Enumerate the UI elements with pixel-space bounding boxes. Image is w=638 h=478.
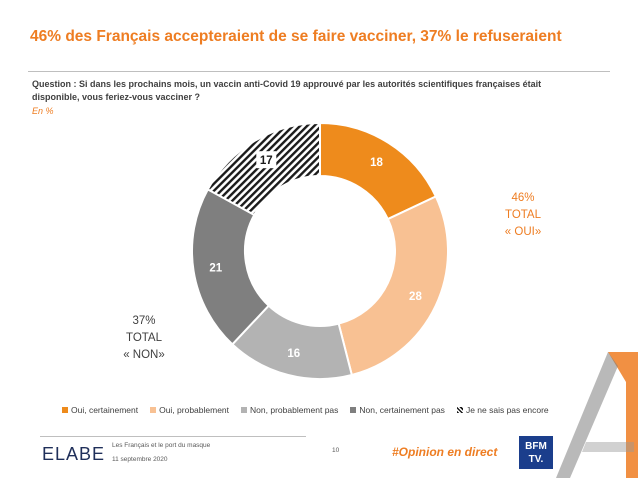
total-non-pct: 37% xyxy=(132,315,156,327)
elabe-logo-text: ELABE xyxy=(42,444,106,464)
hashtag: #Opinion en direct xyxy=(392,445,498,459)
study-date: 11 septembre 2020 xyxy=(112,456,168,463)
legend-item: Je ne sais pas encore xyxy=(456,405,549,415)
footer-divider xyxy=(40,436,306,437)
legend-swatch xyxy=(150,407,157,413)
legend-label: Oui, certainement xyxy=(71,405,139,415)
total-oui-label: « OUI» xyxy=(504,226,542,238)
slice-value-label: 18 xyxy=(370,157,383,169)
elabe-logo: ELABE xyxy=(42,444,105,465)
legend-label: Oui, probablement xyxy=(159,405,230,415)
legend-swatch xyxy=(62,407,68,413)
total-non-label: « NON» xyxy=(123,349,165,361)
legend-swatch xyxy=(456,407,463,413)
chart-legend: Oui, certainement Oui, probablement Non, p… xyxy=(62,405,549,415)
unit-label: En % xyxy=(32,106,54,116)
study-name: Les Français et le port du masque xyxy=(112,442,211,449)
legend-item: Non, certainement pas xyxy=(350,405,445,415)
slice-value-label: 17 xyxy=(260,155,273,167)
page-number: 10 xyxy=(332,447,340,454)
question-line-2: disponible, vous feriez-vous vacciner ? xyxy=(32,92,201,102)
legend-label: Je ne sais pas encore xyxy=(465,405,549,415)
slice-value-label: 16 xyxy=(287,348,300,360)
legend-label: Non, probablement pas xyxy=(250,405,339,415)
donut-slices xyxy=(191,121,449,380)
donut-slice-oui-probablement xyxy=(337,195,449,377)
bfmtv-logo: BFM TV. xyxy=(519,436,553,469)
total-oui-annotation: 46% TOTAL « OUI» xyxy=(488,190,558,241)
slice-value-label: 21 xyxy=(209,263,222,275)
title-divider xyxy=(28,71,610,72)
elabe-a-decoration-icon xyxy=(556,352,638,478)
total-oui-pct: 46% xyxy=(511,192,535,204)
slice-value-label: 28 xyxy=(409,291,422,303)
legend-swatch xyxy=(350,407,357,413)
survey-question: Question : Si dans les prochains mois, u… xyxy=(32,78,592,104)
donut-slice-labels: 18 28 16 21 17 xyxy=(209,151,422,360)
legend-item: Non, probablement pas xyxy=(241,405,338,415)
donut-slice-je-ne-sais-pas-encore xyxy=(206,121,321,217)
page-title: 46% des Français accepteraient de se fai… xyxy=(30,28,562,45)
question-line-1: Question : Si dans les prochains mois, u… xyxy=(32,79,542,89)
legend-swatch xyxy=(241,407,248,413)
slice-label-background xyxy=(256,151,277,169)
total-non-word: TOTAL xyxy=(126,332,162,344)
legend-item: Oui, probablement xyxy=(150,405,229,415)
total-non-annotation: 37% TOTAL « NON» xyxy=(104,313,184,364)
total-oui-word: TOTAL xyxy=(505,209,541,221)
legend-label: Non, certainement pas xyxy=(359,405,445,415)
legend-item: Oui, certainement xyxy=(62,405,138,415)
